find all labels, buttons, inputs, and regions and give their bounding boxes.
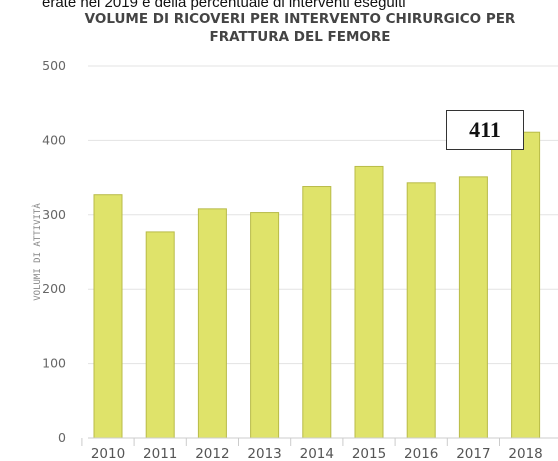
bar	[406, 182, 436, 439]
x-tick-label: 2015	[352, 446, 386, 461]
y-tick-label: 300	[42, 207, 66, 222]
bar	[197, 208, 227, 439]
bar	[145, 231, 175, 439]
y-tick-label: 400	[42, 132, 66, 147]
caption-text: erate nel 2019 e della percentuale di in…	[42, 0, 406, 10]
y-tick-label: 100	[42, 356, 66, 371]
y-tick-label: 200	[42, 281, 66, 296]
x-tick-label: 2016	[404, 446, 438, 461]
x-tick-label: 2012	[195, 446, 229, 461]
bar	[93, 194, 123, 439]
bar	[511, 131, 541, 439]
x-tick-label: 2014	[300, 446, 334, 461]
y-tick-label: 500	[42, 58, 66, 73]
chart-title-line-1: VOLUME DI RICOVERI PER INTERVENTO CHIRUR…	[84, 11, 516, 27]
chart-title: VOLUME DI RICOVERI PER INTERVENTO CHIRUR…	[60, 10, 540, 46]
bar	[250, 212, 280, 439]
y-axis-title: VOLUMI DI ATTIVITÀ	[31, 203, 43, 301]
y-tick-label: 0	[58, 430, 66, 445]
x-tick-label: 2017	[456, 446, 490, 461]
x-tick-label: 2018	[508, 446, 542, 461]
x-tick-label: 2010	[91, 446, 125, 461]
bar	[354, 165, 384, 439]
caption-fragment: erate nel 2019 e della percentuale di in…	[0, 0, 558, 10]
caption-text-end: o.	[0, 8, 13, 10]
chart-title-line-2: FRATTURA DEL FEMORE	[209, 29, 391, 45]
bar	[458, 176, 488, 439]
x-tick-label: 2013	[247, 446, 281, 461]
value-callout: 411	[446, 110, 524, 150]
x-tick-label: 2011	[143, 446, 177, 461]
bar	[302, 186, 332, 439]
